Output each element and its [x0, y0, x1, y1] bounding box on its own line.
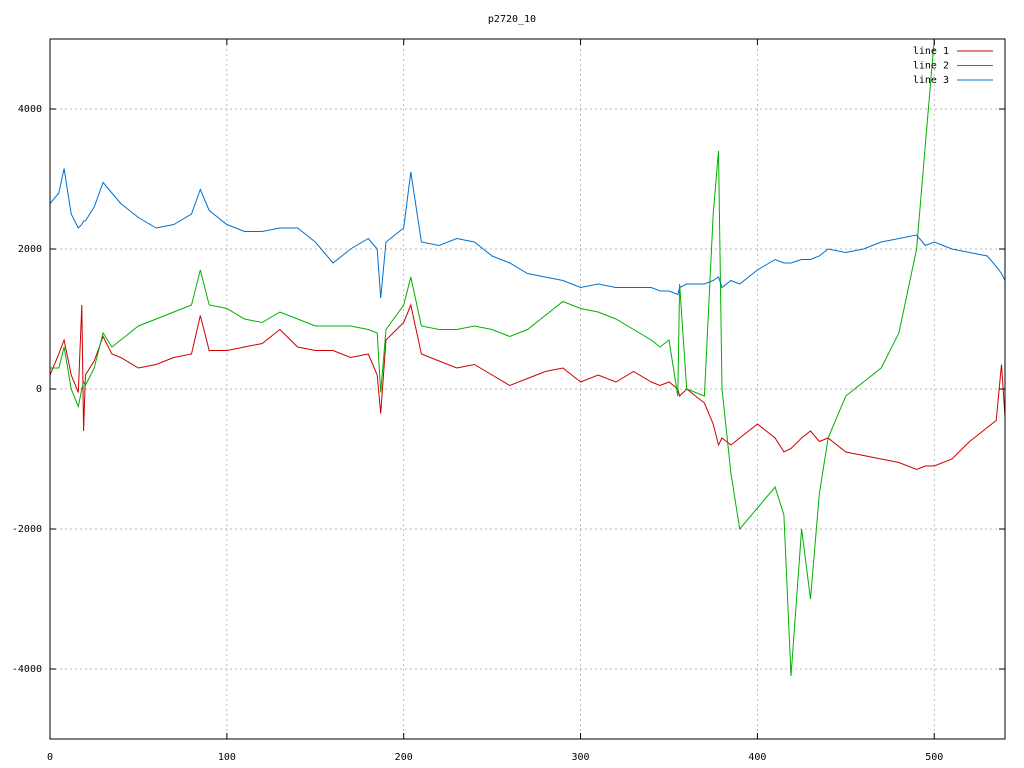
y-tick-label: 0	[36, 384, 42, 395]
legend-label: line 1	[913, 46, 949, 57]
series-line	[50, 39, 935, 677]
legend-label: line 2	[913, 61, 949, 72]
series-line	[50, 303, 1005, 471]
y-tick-label: 2000	[18, 244, 42, 255]
x-tick-label: 0	[47, 752, 53, 763]
y-tick-label: -2000	[12, 524, 42, 535]
chart-title: p2720_10	[488, 14, 536, 25]
grid	[49, 39, 1005, 739]
x-tick-label: 500	[925, 752, 943, 763]
series-line	[50, 168, 1005, 299]
x-tick-label: 400	[748, 752, 766, 763]
legend-label: line 3	[913, 75, 949, 86]
x-tick-label: 200	[395, 752, 413, 763]
y-tick-label: -4000	[12, 664, 42, 675]
y-tick-label: 4000	[18, 104, 42, 115]
x-tick-label: 300	[572, 752, 590, 763]
plot-area	[50, 39, 1005, 677]
x-tick-label: 100	[218, 752, 236, 763]
